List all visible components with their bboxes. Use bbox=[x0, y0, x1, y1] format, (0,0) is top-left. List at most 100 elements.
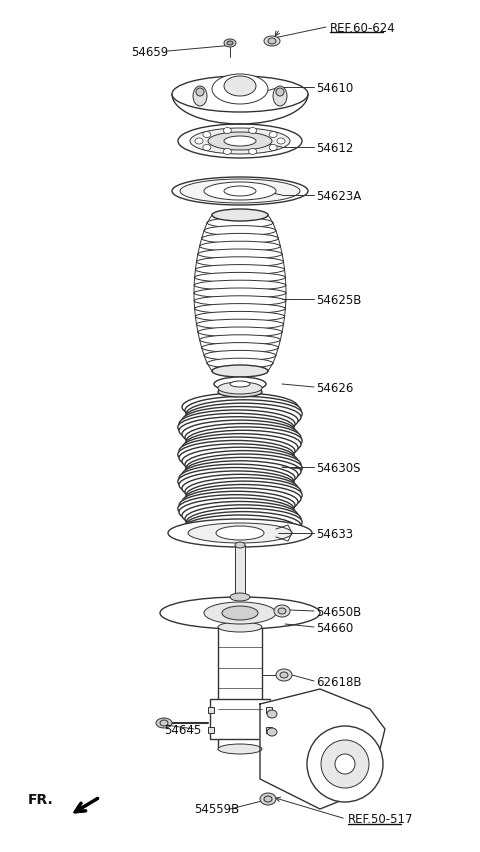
Text: 54660: 54660 bbox=[316, 621, 353, 634]
Ellipse shape bbox=[203, 146, 211, 152]
Ellipse shape bbox=[195, 139, 203, 145]
Ellipse shape bbox=[178, 495, 294, 523]
Ellipse shape bbox=[235, 543, 245, 549]
Ellipse shape bbox=[212, 75, 268, 105]
Ellipse shape bbox=[230, 382, 250, 388]
Ellipse shape bbox=[202, 343, 278, 354]
Ellipse shape bbox=[186, 481, 302, 509]
Ellipse shape bbox=[224, 77, 256, 97]
Text: 54633: 54633 bbox=[316, 527, 353, 540]
Ellipse shape bbox=[222, 607, 258, 620]
Ellipse shape bbox=[224, 40, 236, 48]
Ellipse shape bbox=[185, 505, 301, 533]
Ellipse shape bbox=[196, 89, 204, 97]
Ellipse shape bbox=[172, 77, 308, 112]
Ellipse shape bbox=[223, 129, 231, 135]
Ellipse shape bbox=[198, 250, 282, 260]
Ellipse shape bbox=[179, 411, 295, 439]
Ellipse shape bbox=[179, 492, 295, 520]
Ellipse shape bbox=[185, 397, 301, 425]
Text: 54626: 54626 bbox=[316, 381, 353, 394]
Ellipse shape bbox=[185, 485, 301, 513]
Ellipse shape bbox=[194, 289, 286, 299]
Ellipse shape bbox=[179, 438, 295, 465]
Text: 62618B: 62618B bbox=[316, 675, 361, 688]
Ellipse shape bbox=[200, 336, 280, 345]
Ellipse shape bbox=[178, 468, 294, 496]
Ellipse shape bbox=[321, 740, 369, 788]
Text: 54610: 54610 bbox=[316, 82, 353, 95]
Ellipse shape bbox=[335, 754, 355, 774]
Ellipse shape bbox=[178, 441, 294, 469]
Bar bbox=[208, 707, 214, 713]
Ellipse shape bbox=[269, 132, 277, 138]
Ellipse shape bbox=[186, 454, 302, 482]
Ellipse shape bbox=[182, 515, 298, 544]
Ellipse shape bbox=[269, 146, 277, 152]
Ellipse shape bbox=[160, 720, 168, 726]
Ellipse shape bbox=[186, 400, 302, 429]
Ellipse shape bbox=[218, 383, 262, 394]
Polygon shape bbox=[260, 689, 385, 809]
Text: REF.60-624: REF.60-624 bbox=[330, 21, 396, 34]
Bar bbox=[235, 545, 245, 597]
Ellipse shape bbox=[194, 273, 286, 283]
Ellipse shape bbox=[268, 39, 276, 45]
Ellipse shape bbox=[280, 672, 288, 678]
Ellipse shape bbox=[207, 359, 273, 369]
Bar bbox=[218, 627, 262, 749]
Ellipse shape bbox=[185, 424, 301, 452]
Ellipse shape bbox=[185, 404, 301, 432]
Ellipse shape bbox=[185, 512, 301, 540]
Ellipse shape bbox=[274, 605, 290, 618]
Ellipse shape bbox=[218, 744, 262, 754]
Ellipse shape bbox=[278, 608, 286, 614]
Ellipse shape bbox=[195, 265, 285, 275]
Ellipse shape bbox=[207, 219, 273, 228]
Ellipse shape bbox=[204, 351, 276, 361]
Ellipse shape bbox=[230, 593, 250, 602]
Ellipse shape bbox=[216, 527, 264, 540]
Ellipse shape bbox=[156, 718, 172, 728]
Ellipse shape bbox=[277, 139, 285, 145]
Bar bbox=[266, 707, 272, 713]
Ellipse shape bbox=[224, 137, 256, 147]
Ellipse shape bbox=[182, 394, 298, 422]
Ellipse shape bbox=[195, 312, 285, 322]
Text: 54650B: 54650B bbox=[316, 605, 361, 618]
Ellipse shape bbox=[194, 281, 286, 291]
Ellipse shape bbox=[218, 622, 262, 632]
Ellipse shape bbox=[260, 793, 276, 805]
Ellipse shape bbox=[179, 444, 295, 472]
Text: 54612: 54612 bbox=[316, 141, 353, 154]
Ellipse shape bbox=[204, 183, 276, 201]
Ellipse shape bbox=[249, 149, 257, 155]
Ellipse shape bbox=[188, 523, 292, 544]
Ellipse shape bbox=[186, 428, 302, 455]
Ellipse shape bbox=[204, 602, 276, 625]
Ellipse shape bbox=[227, 42, 233, 46]
Ellipse shape bbox=[208, 133, 272, 151]
Ellipse shape bbox=[212, 210, 268, 222]
Ellipse shape bbox=[185, 451, 301, 479]
Text: 54559B: 54559B bbox=[194, 803, 239, 815]
Ellipse shape bbox=[264, 37, 280, 47]
Ellipse shape bbox=[264, 796, 272, 802]
Ellipse shape bbox=[224, 187, 256, 197]
Text: 54623A: 54623A bbox=[316, 189, 361, 202]
Ellipse shape bbox=[180, 180, 300, 204]
Ellipse shape bbox=[198, 328, 282, 337]
Ellipse shape bbox=[249, 129, 257, 135]
Ellipse shape bbox=[196, 320, 284, 330]
Ellipse shape bbox=[160, 597, 320, 630]
Text: 54645: 54645 bbox=[164, 722, 201, 735]
Ellipse shape bbox=[218, 388, 262, 398]
Text: FR.: FR. bbox=[28, 792, 54, 806]
Ellipse shape bbox=[185, 458, 301, 486]
Ellipse shape bbox=[276, 89, 284, 97]
Ellipse shape bbox=[179, 417, 295, 446]
Ellipse shape bbox=[179, 471, 295, 499]
Ellipse shape bbox=[190, 129, 290, 155]
Ellipse shape bbox=[179, 498, 295, 527]
Ellipse shape bbox=[212, 366, 268, 377]
